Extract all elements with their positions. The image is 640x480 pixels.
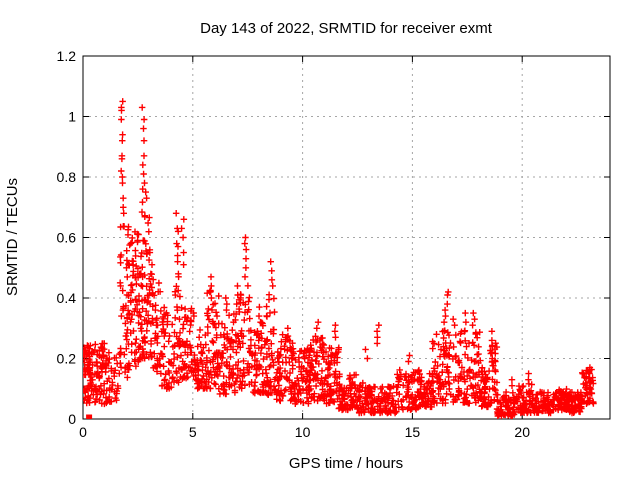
y-tick-label: 1 <box>68 109 76 125</box>
y-tick-label: 0 <box>68 411 76 427</box>
y-tick-label: 0.4 <box>57 290 77 306</box>
y-tick-label: 0.2 <box>57 351 77 367</box>
data-points <box>83 98 597 419</box>
y-tick-label: 0.6 <box>57 230 77 246</box>
axis-ticks <box>82 55 610 420</box>
x-tick-label: 5 <box>189 424 197 440</box>
origin-square-marker <box>86 414 93 419</box>
y-tick-label: 1.2 <box>57 48 77 64</box>
scatter-markers <box>83 98 597 419</box>
y-tick-labels: 0 0.2 0.4 0.6 0.8 1 1.2 <box>57 48 77 427</box>
x-tick-labels: 0 5 10 15 20 <box>79 424 530 440</box>
x-tick-label: 15 <box>405 424 421 440</box>
x-tick-label: 0 <box>79 424 87 440</box>
y-tick-label: 0.8 <box>57 169 77 185</box>
x-tick-label: 10 <box>295 424 311 440</box>
y-axis-label: SRMTID / TECUs <box>4 178 21 296</box>
gridlines <box>83 56 610 419</box>
x-axis-label: GPS time / hours <box>289 455 403 472</box>
chart-title: Day 143 of 2022, SRMTID for receiver exm… <box>200 20 493 37</box>
x-tick-label: 20 <box>514 424 530 440</box>
